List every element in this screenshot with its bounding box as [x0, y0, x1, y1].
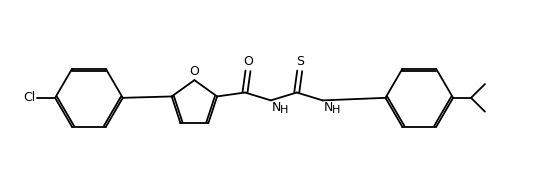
Text: H: H [280, 105, 288, 115]
Text: N: N [272, 101, 281, 114]
Text: S: S [296, 55, 304, 68]
Text: O: O [243, 55, 253, 68]
Text: O: O [189, 65, 199, 78]
Text: Cl: Cl [23, 91, 35, 104]
Text: H: H [332, 105, 340, 115]
Text: N: N [323, 101, 333, 114]
